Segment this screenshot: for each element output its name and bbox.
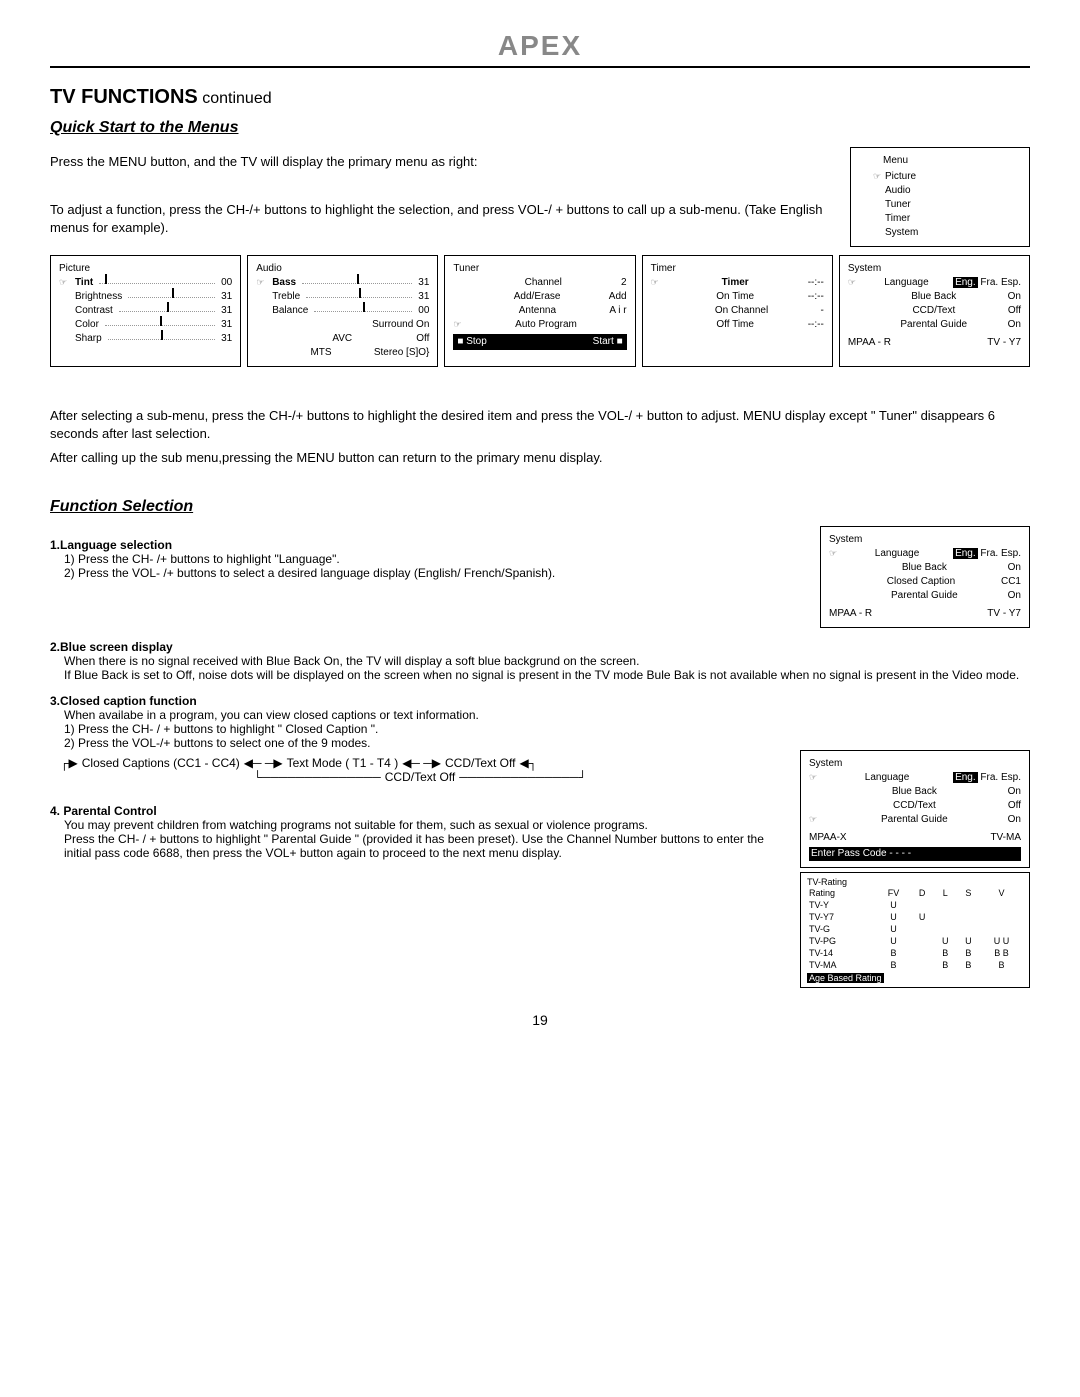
sec2-head: 2.Blue screen display <box>50 640 1030 654</box>
title-main: TV FUNCTIONS <box>50 86 198 108</box>
section-parental: 4. Parental Control You may prevent chil… <box>50 804 780 860</box>
after-text-1: After selecting a sub-menu, press the CH… <box>50 407 1030 443</box>
sec1-line1: 1) Press the CH- /+ buttons to highlight… <box>64 552 800 566</box>
primary-menu-item: System <box>859 226 1021 240</box>
quick-start-heading: Quick Start to the Menus <box>50 119 1030 137</box>
page-title: TV FUNCTIONS continued <box>50 86 1030 109</box>
after-text-2: After calling up the sub menu,pressing t… <box>50 449 1030 467</box>
section-blue: 2.Blue screen display When there is no s… <box>50 640 1030 682</box>
sec3-line2: 1) Press the CH- / + buttons to highligh… <box>64 722 1030 736</box>
cc-a: Closed Captions (CC1 - CC4) <box>82 756 240 770</box>
primary-menu-title: Menu <box>859 154 1021 168</box>
system-menu: System☞LanguageEng. Fra. Esp.Blue BackOn… <box>839 255 1030 367</box>
cc-cycle-diagram: ┌▶ Closed Captions (CC1 - CC4) ◀─ ─▶ Tex… <box>60 756 780 784</box>
primary-menu-box: Menu ☞PictureAudioTunerTimerSystem <box>850 147 1030 247</box>
primary-menu-item: Timer <box>859 212 1021 226</box>
audio-menu: Audio☞Bass31Treble31Balance00Surround On… <box>247 255 438 367</box>
system-box-3: System☞LanguageEng. Fra. Esp.Blue BackOn… <box>800 750 1030 868</box>
section-language: 1.Language selection 1) Press the CH- /+… <box>50 538 800 580</box>
rating-title: TV-Rating <box>807 877 1023 887</box>
intro-text-2: To adjust a function, press the CH-/+ bu… <box>50 201 830 237</box>
sec4-head: 4. Parental Control <box>50 804 780 818</box>
sec4-line1: You may prevent children from watching p… <box>64 818 780 832</box>
sec2-line2: If Blue Back is set to Off, noise dots w… <box>64 668 1030 682</box>
tuner-menu: TunerChannel2Add/EraseAddAntennaA i r☞Au… <box>444 255 635 367</box>
function-selection-heading: Function Selection <box>50 498 1030 516</box>
primary-menu-item: Audio <box>859 184 1021 198</box>
sec3-line1: When availabe in a program, you can view… <box>64 708 1030 722</box>
primary-menu-item: Tuner <box>859 198 1021 212</box>
rating-table: RatingFVDLSVTV-YUTV-Y7UUTV-GUTV-PGUUUU U… <box>807 887 1023 971</box>
primary-menu-item: ☞Picture <box>859 170 1021 184</box>
cc-d: CCD/Text Off <box>385 770 455 784</box>
cc-b: Text Mode ( T1 - T4 ) <box>287 756 399 770</box>
sec2-line1: When there is no signal received with Bl… <box>64 654 1030 668</box>
sec3-line3: 2) Press the VOL-/+ buttons to select on… <box>64 736 1030 750</box>
header-rule <box>50 66 1030 68</box>
sec1-line2: 2) Press the VOL- /+ buttons to select a… <box>64 566 800 580</box>
sec1-head: 1.Language selection <box>50 538 800 552</box>
brand-logo: APEX <box>50 30 1030 62</box>
title-cont: continued <box>198 90 272 107</box>
cc-c: CCD/Text Off <box>445 756 515 770</box>
page-number: 19 <box>50 1012 1030 1028</box>
timer-menu: Timer☞Timer--:--On Time--:--On Channel-O… <box>642 255 833 367</box>
intro-text-1: Press the MENU button, and the TV will d… <box>50 153 830 171</box>
tv-rating-box: TV-Rating RatingFVDLSVTV-YUTV-Y7UUTV-GUT… <box>800 872 1030 988</box>
submenu-row: Picture☞Tint00Brightness31Contrast31Colo… <box>50 255 1030 367</box>
section-cc: 3.Closed caption function When availabe … <box>50 694 1030 750</box>
sec3-head: 3.Closed caption function <box>50 694 1030 708</box>
sec4-line2: Press the CH- / + buttons to highlight "… <box>64 832 780 860</box>
picture-menu: Picture☞Tint00Brightness31Contrast31Colo… <box>50 255 241 367</box>
rating-footer: Age Based Rating <box>807 973 884 983</box>
system-box-2: System☞LanguageEng. Fra. Esp.Blue BackOn… <box>820 526 1030 628</box>
